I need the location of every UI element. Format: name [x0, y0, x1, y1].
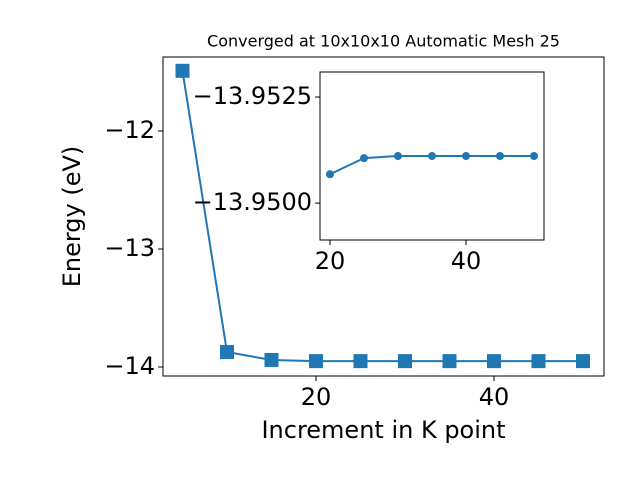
- y-tick-label: −13.9500: [193, 188, 312, 216]
- data-point: [486, 354, 501, 369]
- x-tick-label: 20: [315, 247, 346, 275]
- data-point: [397, 354, 412, 369]
- data-point: [575, 354, 590, 369]
- data-point: [308, 354, 323, 369]
- x-tick-label: 20: [301, 383, 332, 411]
- data-point: [531, 354, 546, 369]
- data-point: [428, 152, 436, 160]
- y-axis-label: Energy (eV): [58, 146, 86, 288]
- data-point: [219, 345, 234, 360]
- chart-title: Converged at 10x10x10 Automatic Mesh 25: [207, 32, 560, 51]
- y-tick-label: −13.9525: [193, 82, 312, 110]
- y-tick-label: −13: [104, 234, 155, 262]
- data-point: [462, 152, 471, 160]
- x-tick-label: 40: [479, 383, 510, 411]
- data-point: [530, 152, 539, 160]
- x-tick-label: 40: [451, 247, 482, 275]
- y-tick-label: −12: [104, 116, 155, 144]
- x-axis-label: Increment in K point: [261, 416, 505, 444]
- y-tick-label: −14: [104, 352, 155, 380]
- data-point: [325, 170, 334, 179]
- data-point: [442, 354, 457, 369]
- data-line: [181, 70, 583, 363]
- data-point: [264, 352, 279, 367]
- data-point: [175, 63, 190, 78]
- data-point: [353, 354, 368, 369]
- data-point: [496, 152, 505, 160]
- data-point: [359, 154, 368, 163]
- data-point: [393, 152, 402, 160]
